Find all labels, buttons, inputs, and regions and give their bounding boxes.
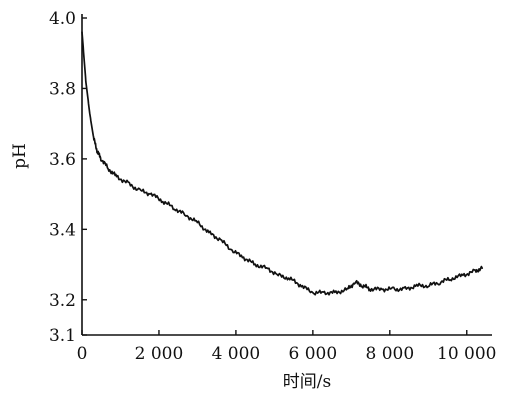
tick-layer: 3.1 3.2 3.4 3.6 3.8 4.0 0 2 000 4 000 6 000 8 000 1… [49,9,497,364]
y-tick-label: 3.8 [49,79,76,99]
x-tick-label: 10 000 [437,344,496,364]
x-tick-label: 0 [77,344,88,364]
y-tick-label: 3.1 [49,326,76,346]
y-axis-title: pH [10,143,30,169]
series-layer [81,31,484,296]
y-tick-label: 4.0 [49,9,76,29]
x-tick-label: 6 000 [289,344,338,364]
y-tick-label: 3.4 [49,220,76,240]
x-tick-label: 8 000 [365,344,414,364]
y-tick-label: 3.6 [49,150,76,170]
axes [81,14,492,336]
x-tick-label: 2 000 [135,344,184,364]
x-tick-label: 4 000 [212,344,261,364]
y-tick-label: 3.2 [49,291,76,311]
x-axis-title: 时间/s [283,372,331,392]
ph-series-line [81,31,484,296]
